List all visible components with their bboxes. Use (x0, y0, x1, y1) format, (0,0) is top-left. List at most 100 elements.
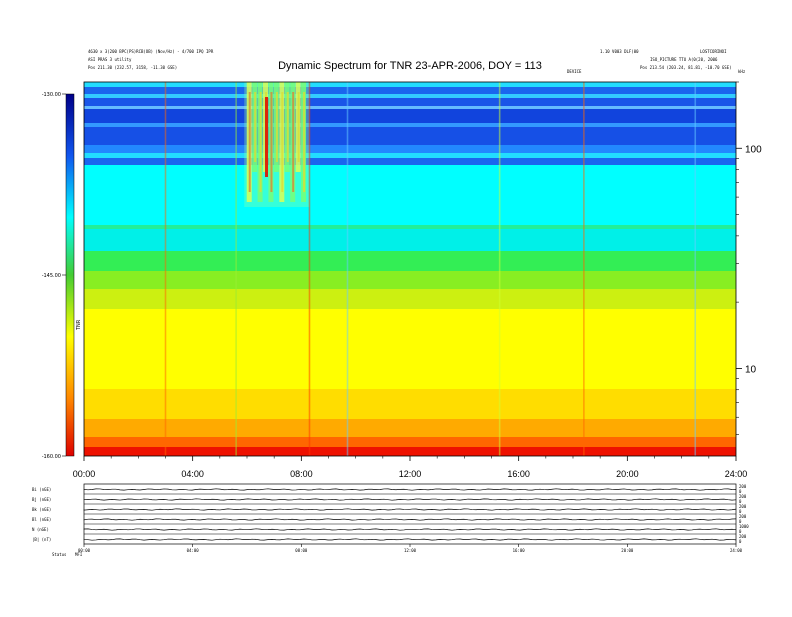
burst-core (259, 92, 262, 192)
subpanel-trace (83, 508, 737, 511)
subpanel-right-label: 200 (739, 514, 747, 519)
band-dark-orange (84, 437, 736, 447)
subpanel-right-label: 200 (739, 534, 747, 539)
chart-title: Dynamic Spectrum for TNR 23-APR-2006, DO… (278, 60, 542, 72)
band-blue-6 (84, 158, 736, 165)
subpanel-right-label: 0 (739, 539, 742, 544)
colorbar-label: TNR (76, 319, 82, 331)
vertical-streak (498, 82, 501, 456)
band-red (84, 447, 736, 456)
x-tick-label: 00:00 (73, 469, 96, 479)
band-cyan-1 (84, 153, 736, 158)
subpanel-x-label: 00:00 (78, 548, 91, 553)
subpanel-right-label: 200 (739, 484, 747, 489)
burst-region (244, 82, 310, 207)
subpanel-x-label: 04:00 (187, 548, 200, 553)
subpanel-x-label: 08:00 (295, 548, 308, 553)
subpanel-right-label: 0 (739, 499, 742, 504)
spectrogram (84, 82, 736, 456)
subpanel-right-label: 0 (739, 489, 742, 494)
colorbar (66, 94, 74, 456)
colorbar-ticks: -130.00 -145.00 -160.00 (42, 92, 66, 460)
subpanel-right-label: 0 (739, 509, 742, 514)
burst-core (286, 92, 289, 162)
band-top-cyan (84, 82, 736, 87)
band-green-2 (84, 271, 736, 289)
subpanel-trace (83, 488, 737, 491)
x-axis-ticks: 00:00 04:00 08:00 12:00 16:00 20:00 24:00 (73, 456, 748, 479)
footer-status: Status (52, 552, 67, 557)
colorbar-tick-label: -130.00 (42, 92, 61, 98)
band-blue-4 (84, 127, 736, 145)
vertical-streak (583, 82, 585, 456)
burst-red-streak (265, 97, 269, 177)
subpanel-trace (83, 498, 737, 501)
subpanel-label: Bi (nGE) (32, 487, 51, 492)
subpanel-right-label: 200 (739, 494, 747, 499)
colorbar-tick-label: -145.00 (42, 273, 61, 279)
vertical-streak (694, 82, 697, 456)
header-meta-right1b: LOSTCORINOI (700, 49, 727, 54)
x-tick-label: 16:00 (507, 469, 530, 479)
header-pos-right: Pos 213.54 (203.24, 81.81, -10.70 GSE) (640, 65, 732, 70)
vertical-streak (346, 82, 349, 456)
burst-core (275, 92, 278, 162)
subpanel-right-label: 0 (739, 519, 742, 524)
x-tick-label: 12:00 (399, 469, 422, 479)
x-tick-label: 08:00 (290, 469, 313, 479)
burst-core (270, 92, 273, 192)
y-axis-ticks: 100 10 (736, 81, 762, 435)
subpanel-label: Bj (nGE) (32, 497, 51, 502)
band-blue-1 (84, 87, 736, 94)
header-pos-left: Pos 211.30 (232.57, 3158, -11.30 GSE) (88, 65, 177, 70)
y-tick-label: 100 (745, 144, 762, 155)
vertical-streak (235, 82, 237, 456)
subpanel-label: Bl (nGE) (32, 517, 51, 522)
subpanel-right-label: 0 (739, 529, 742, 534)
band-cyan-2 (84, 229, 736, 251)
band-teal (84, 225, 736, 229)
band-yellow-orange (84, 389, 736, 419)
burst-core (248, 92, 251, 192)
colorbar-tick-label: -160.00 (42, 454, 61, 460)
header-meta-line1: 4630 x 3(200 BPC(PS)RCB(OB) (Nov/Hz) - 4… (88, 49, 214, 54)
header-device: DEVICE (567, 69, 582, 74)
subpanel-trace (83, 518, 737, 521)
subpanel-x-label: 20:00 (621, 548, 634, 553)
band-cyan-wide (84, 165, 736, 225)
x-tick-label: 20:00 (616, 469, 639, 479)
header-meta-line2: ASI PRAS 3 utility (88, 57, 132, 62)
band-yellowgreen (84, 289, 736, 309)
band-light-1 (84, 94, 736, 98)
subpanel-x-label: 16:00 (513, 548, 526, 553)
unit-khz: kHz (738, 69, 746, 74)
band-blue-3 (84, 109, 736, 123)
subpanel-x-label: 12:00 (404, 548, 417, 553)
band-light-3 (84, 123, 736, 127)
band-blue-2 (84, 98, 736, 106)
band-green-1 (84, 251, 736, 271)
burst-core (297, 92, 300, 162)
burst-core (254, 92, 257, 162)
subpanel-trace (83, 528, 737, 531)
burst-core (303, 92, 306, 192)
subpanel-right-label: 200 (739, 504, 747, 509)
burst-core (292, 92, 295, 192)
y-tick-label: 10 (745, 364, 757, 375)
vertical-streak (308, 82, 311, 456)
subpanel-label: N (nGE) (32, 527, 49, 532)
subpanel-label: Bk (nGE) (32, 507, 51, 512)
x-tick-label: 24:00 (725, 469, 748, 479)
subpanel-right-label: 1000 (739, 524, 749, 529)
burst-core (281, 92, 284, 192)
vertical-streak (164, 82, 167, 456)
subpanel-label: |B| (nT) (32, 537, 51, 542)
x-tick-label: 04:00 (181, 469, 204, 479)
band-yellow (84, 309, 736, 389)
radio-burst-features (244, 82, 310, 207)
band-light-2 (84, 106, 736, 109)
header-meta-right2: ISO_PICTURE TTU A(0(20, 2006 (650, 57, 718, 62)
